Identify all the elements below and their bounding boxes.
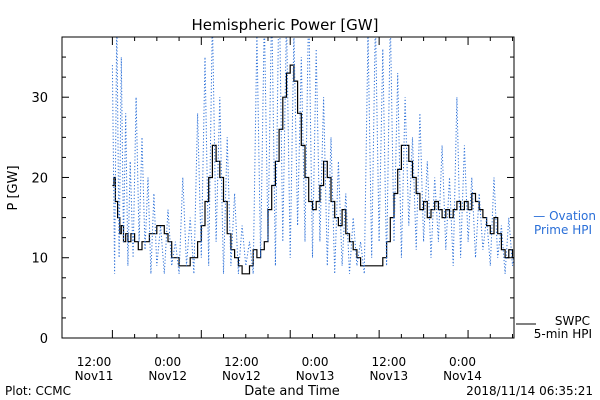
plot-credit: Plot: CCMC xyxy=(5,384,71,398)
chart-title: Hemispheric Power [GW] xyxy=(192,16,379,34)
legend-swpc-line1: SWPC xyxy=(555,314,590,328)
x-axis-label: Date and Time xyxy=(244,384,340,399)
x-tick-label-date: Nov13 xyxy=(369,369,408,383)
x-axis: 12:00Nov110:00Nov1212:00Nov120:00Nov1312… xyxy=(75,37,514,383)
y-tick-label: 10 xyxy=(31,252,48,267)
x-tick-label-date: Nov13 xyxy=(296,369,335,383)
plot-frame xyxy=(61,36,515,339)
y-tick-label: 20 xyxy=(31,171,48,186)
plot-timestamp: 2018/11/14 06:35:21 xyxy=(466,384,593,398)
y-axis-label: P [GW] xyxy=(6,165,21,210)
series-swpc-5min-hpi-line xyxy=(112,64,514,275)
x-tick-label-time: 12:00 xyxy=(372,355,407,369)
x-tick-label-time: 0:00 xyxy=(449,355,476,369)
y-tick-label: 0 xyxy=(40,332,48,347)
y-tick-label: 30 xyxy=(31,91,48,106)
x-tick-label-time: 12:00 xyxy=(224,355,259,369)
legend-ovation-line1: — Ovation xyxy=(533,209,596,223)
x-tick-label-date: Nov12 xyxy=(148,369,187,383)
y-axis: 0 10 20 30 xyxy=(31,56,514,347)
x-tick-label-date: Nov12 xyxy=(222,369,261,383)
legend-ovation-line2: Prime HPI xyxy=(534,223,592,237)
x-tick-label-date: Nov14 xyxy=(443,369,482,383)
series-ovation-prime-hpi-line xyxy=(111,37,514,274)
x-tick-label-date: Nov11 xyxy=(75,369,114,383)
x-tick-label-time: 0:00 xyxy=(154,355,181,369)
x-tick-label-time: 0:00 xyxy=(302,355,329,369)
x-tick-label-time: 12:00 xyxy=(77,355,112,369)
legend-swpc-line2: 5-min HPI xyxy=(534,327,592,341)
series-layer xyxy=(111,37,514,275)
